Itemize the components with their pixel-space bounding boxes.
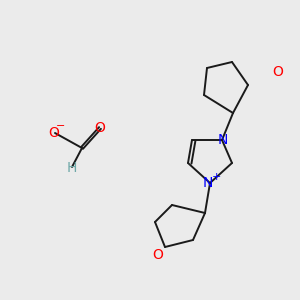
Text: O: O [153, 248, 164, 262]
Text: O: O [49, 126, 59, 140]
Text: +: + [211, 172, 221, 182]
Text: N: N [218, 133, 228, 147]
Text: H: H [67, 161, 77, 175]
Text: O: O [273, 65, 283, 79]
Text: −: − [56, 121, 66, 131]
Text: O: O [94, 121, 105, 135]
Text: N: N [203, 176, 213, 190]
